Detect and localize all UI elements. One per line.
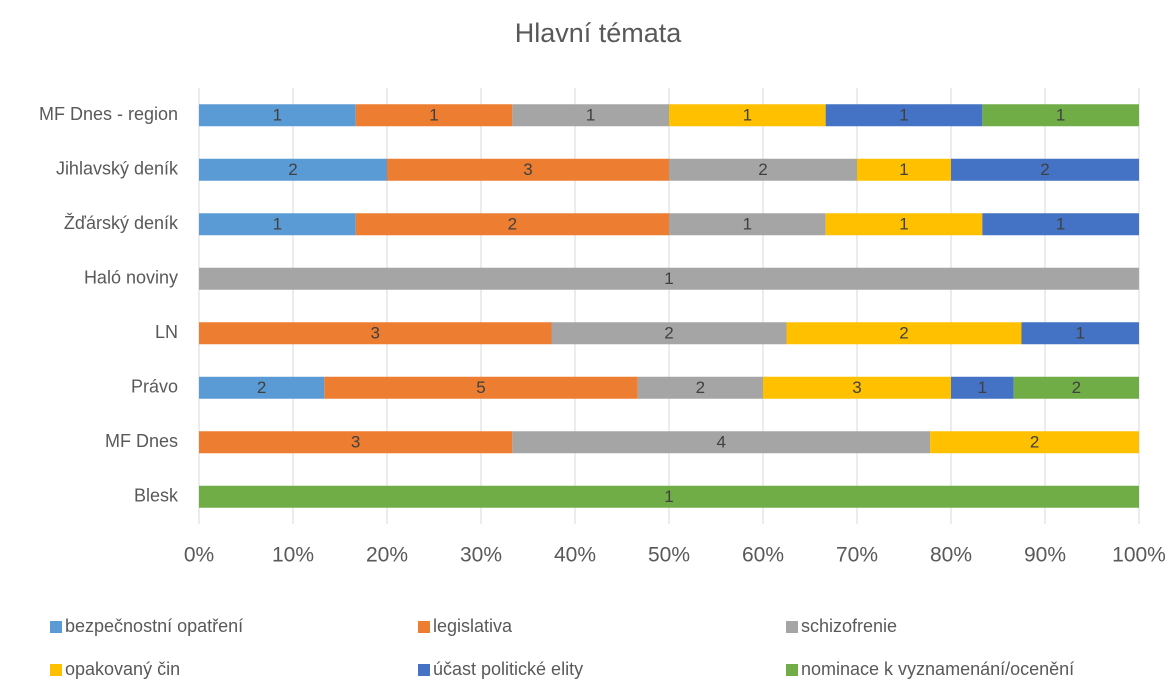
data-label: 2: [696, 378, 705, 397]
y-tick-label: Blesk: [134, 486, 179, 506]
data-label: 1: [743, 215, 752, 234]
x-tick-label: 40%: [554, 544, 596, 567]
chart-title: Hlavní témata: [515, 18, 683, 48]
data-label: 2: [1072, 378, 1081, 397]
legend-swatch: [418, 664, 430, 676]
bar-segment: [1013, 376, 1139, 399]
bar-segment: [199, 213, 356, 236]
data-label: 2: [1040, 160, 1049, 179]
legend-swatch: [418, 621, 430, 633]
data-label: 3: [351, 433, 360, 452]
x-tick-label: 80%: [930, 544, 972, 567]
bar-segment: [786, 322, 1022, 345]
bar-segment: [355, 213, 669, 236]
bar-segment: [199, 376, 325, 399]
data-label: 2: [257, 378, 266, 397]
bar-segment: [199, 485, 1139, 508]
data-label: 1: [1056, 215, 1065, 234]
data-label: 1: [273, 215, 282, 234]
data-label: 5: [476, 378, 485, 397]
data-label: 3: [371, 324, 380, 343]
bar-segment: [199, 267, 1139, 290]
data-label: 1: [899, 215, 908, 234]
bar-segment: [199, 104, 356, 127]
data-label: 2: [288, 160, 297, 179]
data-label: 1: [586, 106, 595, 125]
bar-segment: [930, 431, 1139, 454]
y-tick-label: Žďárský deník: [64, 213, 179, 233]
legend-swatch: [786, 664, 798, 676]
data-label: 1: [273, 106, 282, 125]
y-tick-label: Haló noviny: [84, 268, 178, 288]
data-label: 2: [899, 324, 908, 343]
bar-segment: [825, 213, 983, 236]
y-tick-label: MF Dnes: [105, 431, 178, 451]
data-label: 2: [1030, 433, 1039, 452]
bar-segment: [551, 322, 787, 345]
data-label: 2: [758, 160, 767, 179]
bar-segment: [669, 104, 826, 127]
legend-label: opakovaný čin: [65, 659, 180, 679]
data-label: 3: [852, 378, 861, 397]
x-tick-label: 0%: [184, 544, 214, 567]
legend-label: účast politické elity: [433, 659, 583, 679]
data-label: 1: [429, 106, 438, 125]
x-tick-label: 100%: [1112, 544, 1166, 567]
bar-segment: [355, 104, 513, 127]
data-label: 1: [664, 487, 673, 506]
data-label: 1: [899, 160, 908, 179]
data-label: 1: [899, 106, 908, 125]
bar-segment: [857, 158, 951, 181]
x-tick-label: 60%: [742, 544, 784, 567]
bar-segment: [951, 158, 1139, 181]
data-label: 3: [523, 160, 532, 179]
bar-segment: [669, 158, 857, 181]
x-tick-label: 70%: [836, 544, 878, 567]
bar-segment: [199, 322, 552, 345]
bar-segment: [324, 376, 638, 399]
y-tick-label: LN: [155, 322, 178, 342]
y-tick-label: MF Dnes - region: [39, 104, 178, 124]
y-tick-label: Právo: [131, 377, 178, 397]
bar-segment: [669, 213, 826, 236]
data-label: 1: [978, 378, 987, 397]
data-label: 1: [1076, 324, 1085, 343]
legend-label: nominace k vyznamenání/ocenění: [801, 659, 1074, 679]
legend-swatch: [50, 664, 62, 676]
data-label: 1: [743, 106, 752, 125]
bar-segment: [951, 376, 1014, 399]
x-tick-label: 50%: [648, 544, 690, 567]
data-label: 2: [664, 324, 673, 343]
x-tick-label: 30%: [460, 544, 502, 567]
bar-segment: [982, 213, 1139, 236]
bar-segment: [199, 431, 513, 454]
legend-swatch: [50, 621, 62, 633]
legend-label: bezpečnostní opatření: [65, 616, 243, 636]
data-label: 2: [508, 215, 517, 234]
y-tick-label: Jihlavský deník: [56, 159, 179, 179]
legend-label: legislativa: [433, 616, 513, 636]
bar-segment: [512, 431, 931, 454]
bar-segment: [512, 104, 669, 127]
x-tick-label: 90%: [1024, 544, 1066, 567]
bar-segment: [387, 158, 669, 181]
data-label: 1: [1056, 106, 1065, 125]
legend-swatch: [786, 621, 798, 633]
bar-segment: [982, 104, 1139, 127]
bar-segment: [199, 158, 387, 181]
bar-segment: [637, 376, 763, 399]
bar-segment: [763, 376, 951, 399]
bar-segment: [1021, 322, 1139, 345]
x-tick-label: 10%: [272, 544, 314, 567]
data-label: 1: [664, 269, 673, 288]
x-tick-label: 20%: [366, 544, 408, 567]
bar-segment: [825, 104, 983, 127]
legend-label: schizofrenie: [801, 616, 897, 636]
data-label: 4: [716, 433, 725, 452]
